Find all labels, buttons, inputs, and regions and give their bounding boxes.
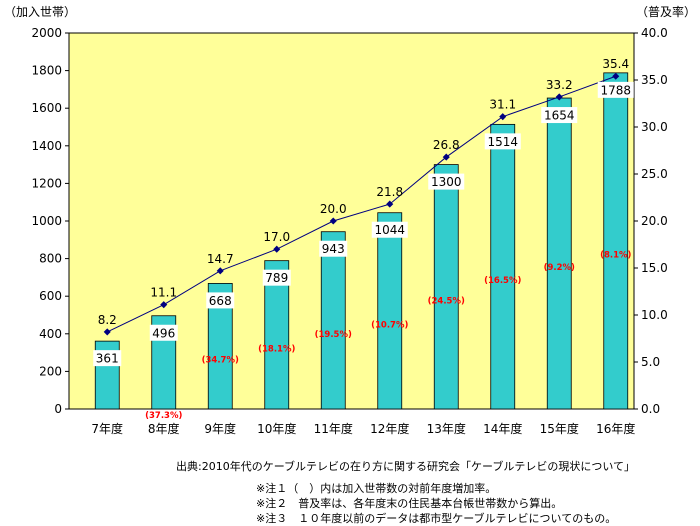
growth-label-4: (19.5%) bbox=[315, 330, 352, 340]
bar-value-label-4: 943 bbox=[322, 242, 345, 256]
bar-value-label-6: 1300 bbox=[431, 175, 462, 189]
bar-4 bbox=[320, 231, 346, 410]
growth-label-5: (10.7%) bbox=[371, 320, 408, 330]
growth-label-9: (8.1%) bbox=[600, 250, 631, 260]
bar-value-label-2: 668 bbox=[209, 294, 232, 308]
y-tick-label-6: 1200 bbox=[31, 176, 62, 190]
rate-label-1: 11.1 bbox=[150, 286, 177, 300]
bar-value-box-0 bbox=[93, 350, 122, 367]
bar-value-box-2 bbox=[206, 292, 235, 309]
y2-tick-label-3: 15.0 bbox=[641, 261, 668, 275]
rate-point-2 bbox=[216, 267, 224, 275]
y2-tick-label-7: 35.0 bbox=[641, 73, 668, 87]
bar-value-box-9 bbox=[597, 81, 634, 98]
rate-label-9: 35.4 bbox=[602, 57, 629, 71]
bar-7 bbox=[490, 123, 516, 410]
rate-label-2: 14.7 bbox=[207, 252, 234, 266]
y-tick-label-7: 1400 bbox=[31, 139, 62, 153]
category-label-4: 11年度 bbox=[314, 421, 353, 436]
rate-label-7: 31.1 bbox=[489, 98, 516, 112]
right-axis-label: （普及率） bbox=[636, 4, 696, 19]
y-tick-label-8: 1600 bbox=[31, 101, 62, 115]
rate-point-1 bbox=[160, 301, 168, 309]
bar-value-label-5: 1044 bbox=[374, 223, 405, 237]
bar-6 bbox=[433, 164, 459, 410]
rate-point-6 bbox=[442, 153, 450, 161]
category-label-1: 8年度 bbox=[148, 421, 180, 436]
growth-label-8: (9.2%) bbox=[544, 263, 575, 273]
category-label-6: 13年度 bbox=[427, 421, 466, 436]
category-label-3: 10年度 bbox=[257, 421, 296, 436]
rate-line bbox=[107, 75, 616, 333]
bar-9 bbox=[603, 72, 629, 410]
growth-label-7: (16.5%) bbox=[484, 276, 521, 286]
y-tick-label-1: 200 bbox=[39, 364, 62, 378]
rate-label-8: 33.2 bbox=[546, 78, 573, 92]
bar-value-label-7: 1514 bbox=[487, 135, 518, 149]
bar-value-box-1 bbox=[149, 324, 178, 341]
rate-label-4: 20.0 bbox=[320, 202, 347, 216]
y-tick-label-0: 0 bbox=[54, 402, 62, 416]
rate-point-3 bbox=[273, 245, 281, 253]
bar-8 bbox=[546, 97, 572, 410]
y2-tick-label-8: 40.0 bbox=[641, 26, 668, 40]
bar-value-box-8 bbox=[541, 107, 578, 124]
y2-tick-label-5: 25.0 bbox=[641, 167, 668, 181]
bar-value-label-8: 1654 bbox=[544, 109, 575, 123]
category-label-2: 9年度 bbox=[204, 421, 236, 436]
bar-value-box-7 bbox=[484, 133, 521, 150]
rate-point-5 bbox=[386, 200, 394, 208]
y2-tick-label-0: 0.0 bbox=[641, 402, 660, 416]
bar-value-box-3 bbox=[262, 269, 291, 286]
rate-point-9 bbox=[612, 72, 620, 80]
category-label-0: 7年度 bbox=[91, 421, 123, 436]
bar-value-box-4 bbox=[319, 240, 348, 257]
rate-label-3: 17.0 bbox=[263, 230, 290, 244]
bar-value-label-3: 789 bbox=[265, 271, 288, 285]
y-tick-label-4: 800 bbox=[39, 252, 62, 266]
rate-label-6: 26.8 bbox=[433, 138, 460, 152]
category-label-7: 14年度 bbox=[483, 421, 522, 436]
bar-value-box-6 bbox=[428, 173, 465, 190]
growth-label-6: (24.5%) bbox=[428, 296, 465, 306]
bar-value-label-1: 496 bbox=[152, 326, 175, 340]
y2-tick-label-4: 20.0 bbox=[641, 214, 668, 228]
rate-point-4 bbox=[329, 217, 337, 225]
y2-tick-label-6: 30.0 bbox=[641, 120, 668, 134]
category-label-5: 12年度 bbox=[370, 421, 409, 436]
growth-label-3: (18.1%) bbox=[258, 344, 295, 354]
y2-tick-label-2: 10.0 bbox=[641, 308, 668, 322]
rate-label-5: 21.8 bbox=[376, 185, 403, 199]
bar-value-box-5 bbox=[371, 221, 408, 238]
y-tick-label-5: 1000 bbox=[31, 214, 62, 228]
bar-value-label-9: 1788 bbox=[600, 83, 631, 97]
y2-tick-label-1: 5.0 bbox=[641, 355, 660, 369]
bar-5 bbox=[377, 212, 403, 410]
category-label-8: 15年度 bbox=[540, 421, 579, 436]
y-tick-label-3: 600 bbox=[39, 289, 62, 303]
growth-label-2: (34.7%) bbox=[202, 356, 239, 366]
growth-label-1: (37.3%) bbox=[145, 411, 182, 421]
category-label-9: 16年度 bbox=[596, 421, 635, 436]
y-tick-label-2: 400 bbox=[39, 327, 62, 341]
left-axis-label: （加入世帯） bbox=[4, 5, 76, 19]
rate-point-7 bbox=[499, 113, 507, 121]
rate-label-0: 8.2 bbox=[98, 313, 117, 327]
rate-point-0 bbox=[103, 328, 111, 336]
y-tick-label-9: 1800 bbox=[31, 64, 62, 78]
bar-value-label-0: 361 bbox=[96, 352, 119, 366]
rate-point-8 bbox=[555, 93, 563, 101]
y-tick-label-10: 2000 bbox=[31, 26, 62, 40]
